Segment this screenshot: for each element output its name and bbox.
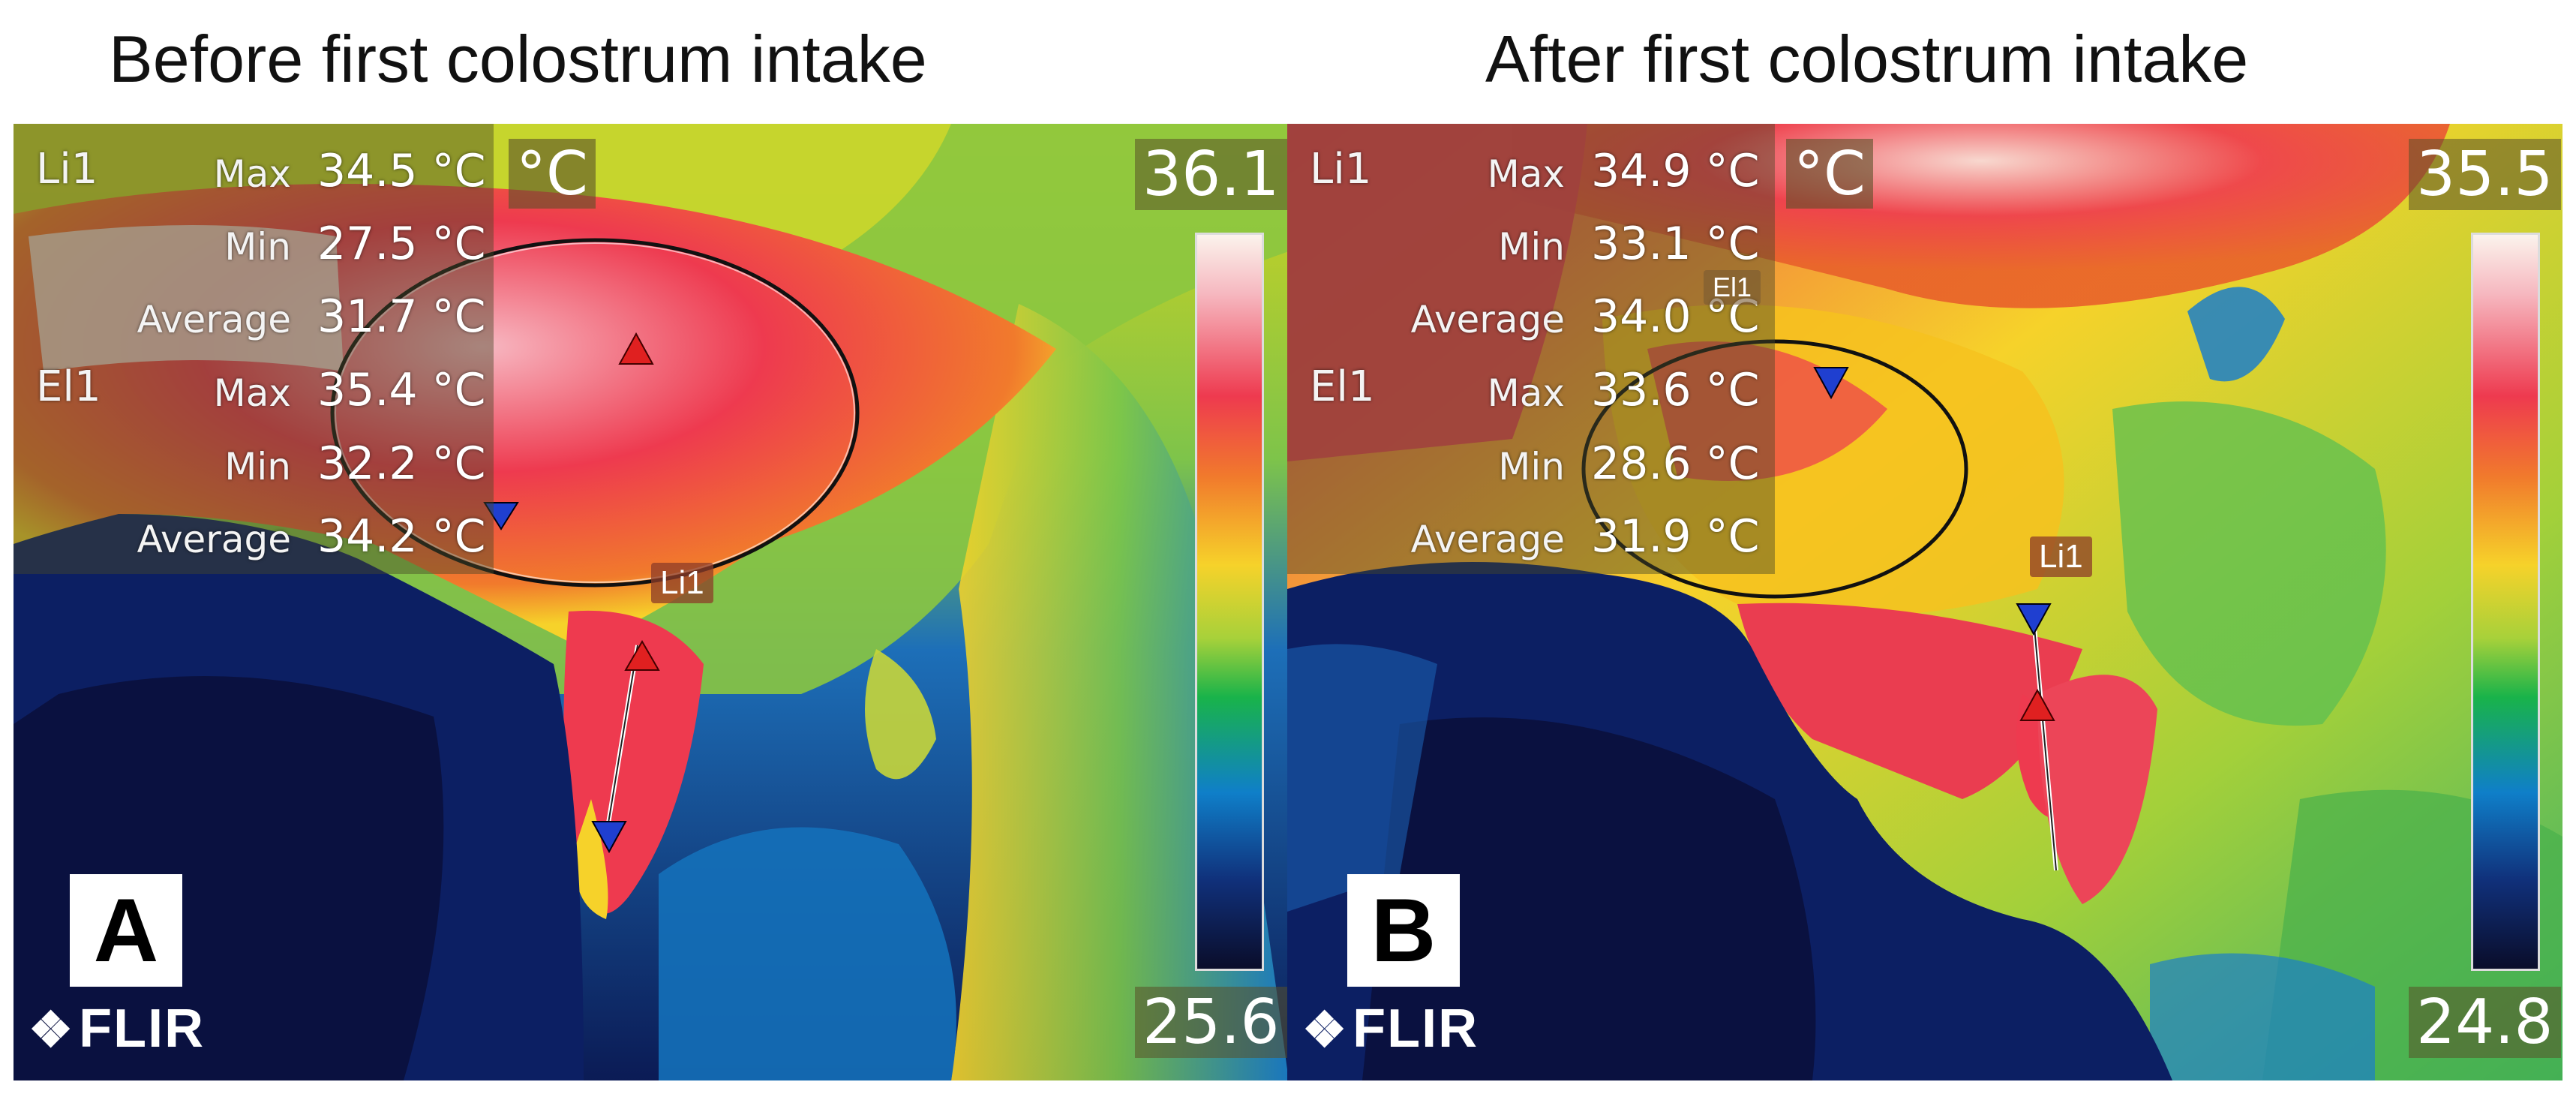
scale-max-a: 36.1 — [1135, 139, 1287, 210]
tool-name-li1-a: Li1 — [36, 145, 98, 194]
min-marker-el1-a — [483, 502, 519, 530]
li1-max-label-b: Max — [1487, 152, 1565, 196]
thermal-image-b: Li1 Max 34.9 °C Min 33.1 °C Average 34.0… — [1287, 124, 2562, 1080]
color-scale-bar-a — [1195, 233, 1264, 971]
min-marker-li1-b — [2016, 603, 2052, 636]
li1-max-label-a: Max — [213, 152, 291, 196]
li1-min-label-a: Min — [224, 225, 291, 269]
readout-box-a — [14, 124, 494, 574]
tool-name-el1-b: El1 — [1310, 362, 1375, 411]
unit-label-a: °C — [509, 139, 596, 209]
max-marker-li1-b — [2019, 688, 2055, 721]
el1-min-label-b: Min — [1498, 445, 1565, 488]
panel-letter-a: A — [70, 874, 182, 987]
li1-max-value-a: 34.5 °C — [317, 145, 486, 197]
flir-logo-b: ❖FLIR — [1302, 999, 1479, 1059]
measure-ellipse-el1-a — [330, 238, 860, 588]
li1-avg-label-a: Average — [137, 298, 291, 341]
scale-min-a: 25.6 — [1135, 987, 1287, 1058]
el1-min-value-a: 32.2 °C — [317, 437, 486, 490]
max-marker-el1-a — [618, 332, 654, 365]
el1-avg-label-b: Average — [1410, 518, 1565, 561]
el1-avg-value-a: 34.2 °C — [317, 510, 486, 563]
el1-max-label-a: Max — [213, 371, 291, 415]
measure-ellipse-el1-b — [1581, 339, 1968, 599]
readout-box-b — [1287, 124, 1775, 574]
flir-mark-icon: ❖ — [29, 1002, 75, 1057]
li1-min-label-b: Min — [1498, 225, 1565, 269]
el1-avg-value-b: 31.9 °C — [1591, 510, 1760, 563]
li1-avg-label-b: Average — [1410, 298, 1565, 341]
flir-logo-a: ❖FLIR — [29, 999, 206, 1059]
line-tag-li1-b: Li1 — [2030, 536, 2092, 577]
panel-b-caption: After first colostrum intake — [1485, 22, 2249, 96]
el1-min-label-a: Min — [224, 445, 291, 488]
color-scale-bar-b — [2471, 233, 2540, 971]
tool-name-el1-a: El1 — [36, 362, 101, 411]
scale-max-b: 35.5 — [2409, 139, 2561, 210]
li1-min-value-b: 33.1 °C — [1591, 218, 1760, 270]
el1-avg-label-a: Average — [137, 518, 291, 561]
tool-name-li1-b: Li1 — [1310, 145, 1372, 194]
el1-max-value-a: 35.4 °C — [317, 364, 486, 416]
flir-mark-icon: ❖ — [1302, 1002, 1349, 1057]
panel-a-caption: Before first colostrum intake — [109, 22, 927, 96]
unit-label-b: °C — [1786, 139, 1873, 209]
line-tag-li1-a: Li1 — [651, 563, 713, 603]
li1-max-value-b: 34.9 °C — [1591, 145, 1760, 197]
el1-max-label-b: Max — [1487, 371, 1565, 415]
thermal-image-a: Li1 Max 34.5 °C Min 27.5 °C Average 31.7… — [14, 124, 1289, 1080]
el1-max-value-b: 33.6 °C — [1591, 364, 1760, 416]
li1-avg-value-a: 31.7 °C — [317, 290, 486, 343]
panel-letter-b: B — [1347, 874, 1460, 987]
el1-min-value-b: 28.6 °C — [1591, 437, 1760, 490]
scale-min-b: 24.8 — [2409, 987, 2561, 1058]
thermal-scene-b — [1287, 124, 2562, 1080]
min-marker-li1-a — [591, 821, 627, 854]
ellipse-tag-el1-b: El1 — [1704, 270, 1761, 305]
min-marker-el1-b — [1813, 367, 1849, 400]
li1-min-value-a: 27.5 °C — [317, 218, 486, 270]
max-marker-li1-a — [624, 640, 660, 671]
